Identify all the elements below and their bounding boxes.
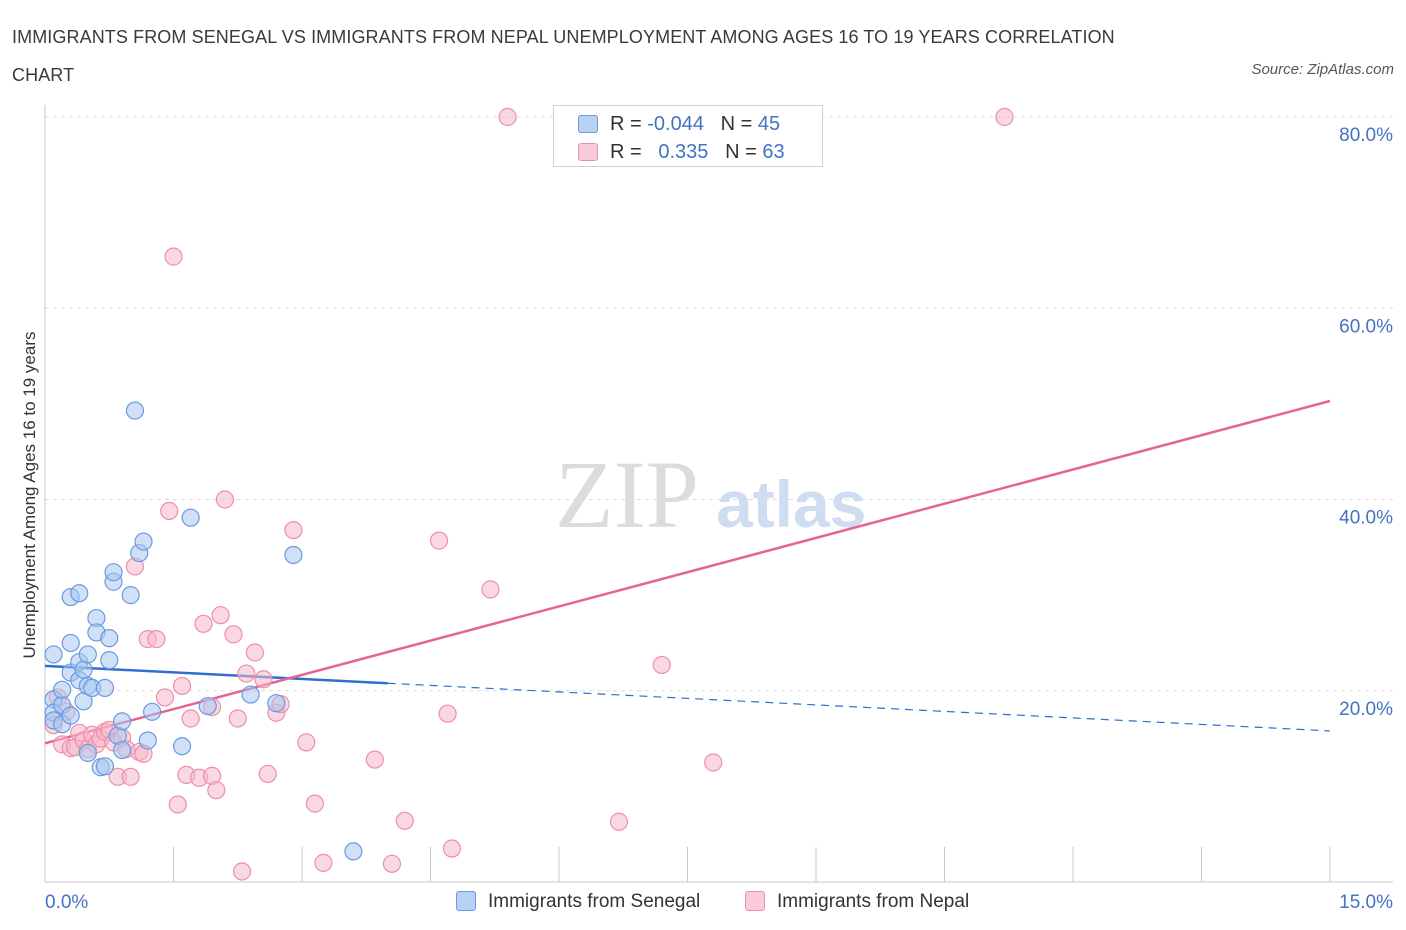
- senegal-point[interactable]: [95, 678, 115, 697]
- x-tick-label-max: 15.0%: [1339, 892, 1393, 913]
- nepal-point[interactable]: [224, 625, 243, 644]
- senegal-point[interactable]: [138, 731, 157, 750]
- senegal-point[interactable]: [198, 696, 217, 716]
- nepal-point[interactable]: [168, 795, 187, 814]
- x-tick-label-min: 0.0%: [45, 892, 88, 913]
- nepal-point[interactable]: [297, 733, 316, 752]
- nepal-point[interactable]: [245, 643, 264, 662]
- legend-item-senegal[interactable]: Immigrants from Senegal: [456, 889, 726, 915]
- nepal-point[interactable]: [609, 812, 629, 831]
- nepal-legend-swatch: [745, 891, 765, 911]
- nepal-point[interactable]: [172, 676, 192, 696]
- nepal-point[interactable]: [194, 614, 213, 633]
- nepal-point[interactable]: [498, 107, 517, 127]
- senegal-r-label: R =: [610, 113, 648, 135]
- source-label: Source: ZipAtlas.com: [1251, 61, 1394, 78]
- senegal-point[interactable]: [125, 401, 145, 420]
- watermark: ZIP atlas: [555, 441, 866, 548]
- y-tick-label-60: 60.0%: [1339, 316, 1393, 337]
- watermark-atlas: atlas: [716, 467, 866, 541]
- nepal-point[interactable]: [237, 664, 256, 683]
- nepal-point[interactable]: [429, 531, 449, 550]
- senegal-point[interactable]: [344, 842, 363, 861]
- legend-row-nepal: R = 0.335 N = 63: [578, 140, 785, 164]
- nepal-point[interactable]: [121, 767, 140, 786]
- senegal-point[interactable]: [172, 737, 192, 756]
- senegal-trend-line: [44, 664, 388, 685]
- senegal-point[interactable]: [241, 685, 260, 704]
- y-axis-label: Unemployment Among Ages 16 to 19 years: [20, 332, 39, 659]
- nepal-point[interactable]: [305, 794, 324, 813]
- nepal-point[interactable]: [211, 606, 230, 625]
- nepal-point[interactable]: [442, 839, 462, 858]
- grid-layer: [45, 116, 1393, 692]
- nepal-swatch: [578, 143, 598, 161]
- senegal-legend-label: Immigrants from Senegal: [488, 891, 701, 912]
- nepal-point[interactable]: [652, 655, 671, 675]
- nepal-point[interactable]: [314, 853, 333, 872]
- senegal-point[interactable]: [61, 706, 80, 725]
- senegal-n-value: 45: [757, 113, 781, 135]
- nepal-point[interactable]: [155, 688, 175, 707]
- senegal-point[interactable]: [70, 584, 89, 603]
- nepal-r-label: R =: [610, 141, 648, 163]
- senegal-point[interactable]: [121, 586, 140, 605]
- nepal-point[interactable]: [207, 781, 226, 800]
- legend-item-nepal[interactable]: Immigrants from Nepal: [745, 889, 1005, 915]
- nepal-point[interactable]: [147, 630, 166, 649]
- senegal-n-label: N =: [720, 113, 758, 135]
- senegal-point[interactable]: [134, 532, 153, 551]
- points-layer: [44, 107, 1014, 881]
- nepal-point[interactable]: [481, 580, 500, 599]
- nepal-n-value: 63: [762, 141, 785, 163]
- nepal-point[interactable]: [995, 107, 1014, 127]
- legend-row-senegal: R = -0.044 N = 45: [578, 112, 780, 136]
- nepal-r-value: 0.335: [658, 141, 709, 163]
- senegal-point[interactable]: [100, 651, 119, 670]
- senegal-swatch: [578, 115, 598, 133]
- senegal-point[interactable]: [112, 712, 132, 731]
- nepal-point[interactable]: [365, 750, 384, 769]
- senegal-point[interactable]: [95, 757, 115, 776]
- nepal-point[interactable]: [438, 704, 457, 723]
- senegal-point[interactable]: [181, 508, 200, 527]
- nepal-point[interactable]: [254, 670, 273, 689]
- senegal-point[interactable]: [44, 645, 63, 664]
- senegal-point[interactable]: [267, 694, 286, 713]
- nepal-point[interactable]: [258, 764, 277, 784]
- senegal-point[interactable]: [142, 702, 162, 721]
- nepal-point[interactable]: [215, 490, 234, 509]
- chart-title: IMMIGRANTS FROM SENEGAL VS IMMIGRANTS FR…: [12, 27, 1115, 85]
- axes-layer: [44, 105, 1393, 883]
- nepal-point[interactable]: [232, 862, 252, 881]
- correlation-legend: R = -0.044 N = 45 R = 0.335 N = 63: [553, 105, 823, 167]
- watermark-zip: ZIP: [555, 441, 699, 548]
- senegal-legend-swatch: [456, 891, 476, 911]
- y-tick-label-80: 80.0%: [1339, 125, 1393, 146]
- y-tick-label-20: 20.0%: [1339, 699, 1393, 720]
- senegal-point[interactable]: [100, 629, 119, 648]
- senegal-point[interactable]: [74, 660, 93, 679]
- senegal-point[interactable]: [53, 680, 72, 699]
- senegal-point[interactable]: [78, 645, 97, 664]
- y-tick-label-40: 40.0%: [1339, 508, 1393, 529]
- nepal-n-label: N =: [725, 141, 763, 163]
- nepal-legend-label: Immigrants from Nepal: [777, 891, 970, 912]
- senegal-point[interactable]: [61, 633, 80, 653]
- senegal-point[interactable]: [112, 740, 132, 760]
- nepal-point[interactable]: [164, 247, 183, 266]
- nepal-point[interactable]: [228, 709, 247, 728]
- senegal-point[interactable]: [284, 545, 303, 565]
- senegal-point[interactable]: [104, 563, 123, 582]
- nepal-point[interactable]: [181, 709, 200, 728]
- senegal-trend-extension: [387, 682, 1331, 732]
- nepal-point[interactable]: [382, 854, 402, 873]
- senegal-point[interactable]: [78, 743, 97, 763]
- nepal-point[interactable]: [395, 811, 414, 830]
- nepal-point[interactable]: [704, 753, 723, 772]
- nepal-point[interactable]: [160, 501, 179, 521]
- senegal-r-value: -0.044: [647, 113, 704, 135]
- nepal-point[interactable]: [284, 520, 303, 540]
